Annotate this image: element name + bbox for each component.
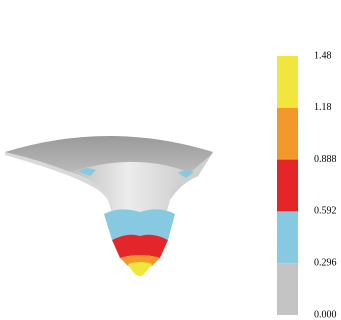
colorbar-label: 0.296	[314, 257, 337, 268]
screenshot: 1.48 1.18 0.888 0.592 0.296 0.000	[0, 0, 341, 320]
colorbar-label: 0.888	[314, 154, 337, 165]
colorbar-label: 1.48	[314, 50, 332, 61]
colorbar-label: 1.18	[314, 102, 332, 113]
colorbar-band	[277, 263, 298, 315]
colorbar-band	[277, 108, 298, 160]
colorbar: 1.48 1.18 0.888 0.592 0.296 0.000	[277, 50, 337, 320]
funnel-model	[5, 136, 213, 276]
colorbar-label: 0.000	[314, 309, 337, 320]
colorbar-band	[277, 56, 298, 108]
colorbar-band	[277, 160, 298, 212]
colorbar-label: 0.592	[314, 206, 337, 217]
colorbar-band	[277, 211, 298, 263]
